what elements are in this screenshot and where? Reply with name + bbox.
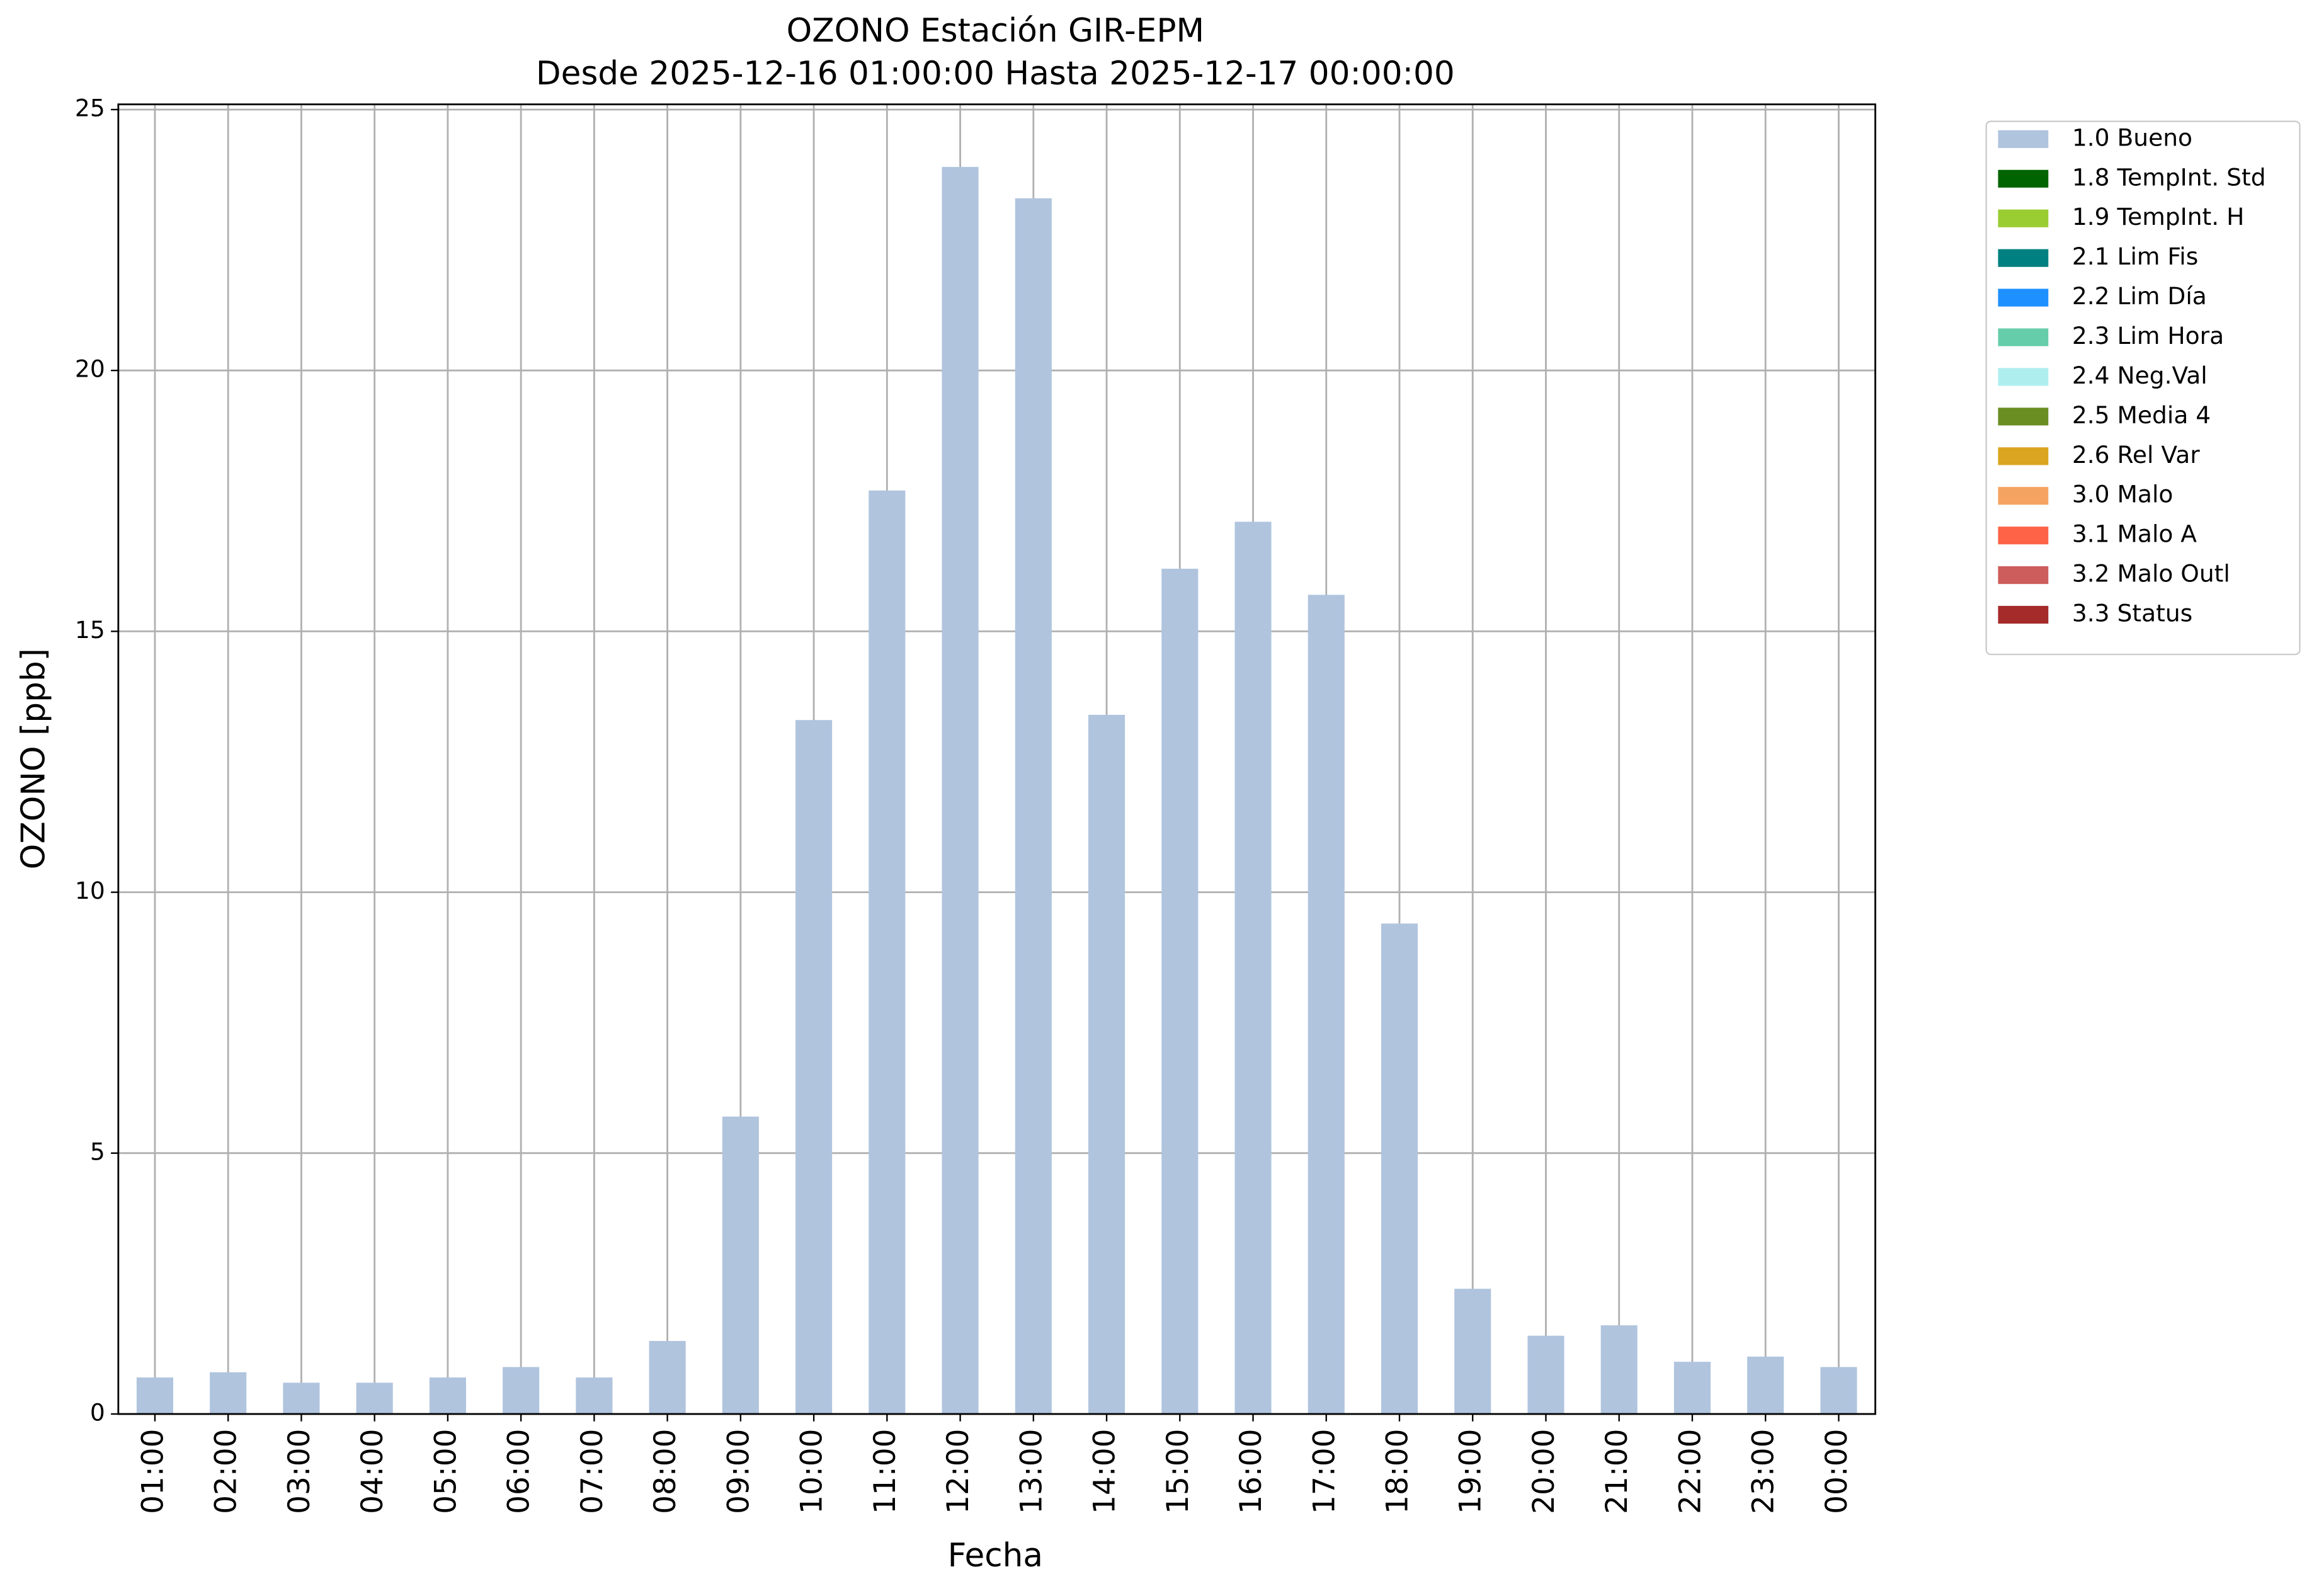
y-tick-label: 5 <box>90 1137 105 1165</box>
plot-frame <box>117 103 1876 1415</box>
legend-swatch <box>1998 328 2049 346</box>
legend-label: 1.8 TempInt. Std <box>2072 163 2266 191</box>
legend-swatch <box>1998 447 2049 465</box>
legend-label: 2.3 Lim Hora <box>2072 322 2224 350</box>
x-tick-label: 05:00 <box>428 1429 463 1514</box>
legend-swatch <box>1998 288 2049 307</box>
y-tick-label: 15 <box>75 616 105 644</box>
x-tick-label: 14:00 <box>1088 1429 1122 1514</box>
x-tick-label: 11:00 <box>868 1429 903 1514</box>
bar <box>1454 1289 1491 1415</box>
x-tick-label: 15:00 <box>1161 1429 1195 1514</box>
legend-label: 1.0 Bueno <box>2072 123 2192 151</box>
bar <box>649 1341 686 1415</box>
x-tick-label: 22:00 <box>1673 1429 1707 1514</box>
x-tick-label: 09:00 <box>721 1429 756 1514</box>
bar <box>1308 595 1345 1415</box>
legend-label: 2.2 Lim Día <box>2072 282 2207 310</box>
bar <box>1820 1367 1857 1415</box>
bar <box>136 1377 174 1415</box>
bar <box>429 1377 466 1415</box>
legend-swatch <box>1998 566 2049 584</box>
legend-swatch <box>1998 209 2049 227</box>
legend-label: 3.1 Malo A <box>2072 520 2197 548</box>
legend-swatch <box>1998 408 2049 426</box>
bar <box>722 1116 759 1415</box>
bar <box>1673 1362 1711 1415</box>
x-tick-label: 10:00 <box>795 1429 829 1514</box>
x-tick-label: 19:00 <box>1454 1429 1488 1514</box>
x-tick-label: 08:00 <box>648 1429 683 1514</box>
x-tick-label: 04:00 <box>355 1429 390 1514</box>
bar <box>795 720 833 1415</box>
bar <box>210 1372 247 1415</box>
x-tick-label: 23:00 <box>1746 1429 1781 1514</box>
legend-swatch <box>1998 487 2049 505</box>
x-tick-label: 07:00 <box>575 1429 610 1514</box>
x-tick-label: 01:00 <box>135 1429 170 1514</box>
y-tick-label: 25 <box>75 94 105 122</box>
y-axis-label: OZONO [ppb] <box>14 648 52 869</box>
x-tick-label: 20:00 <box>1527 1429 1561 1514</box>
legend-swatch <box>1998 527 2049 545</box>
bar <box>1381 923 1418 1415</box>
legend-swatch <box>1998 368 2049 386</box>
legend-label: 2.6 Rel Var <box>2072 441 2200 469</box>
y-tick-label: 10 <box>75 877 105 904</box>
x-tick-label: 16:00 <box>1234 1429 1268 1514</box>
legend-swatch <box>1998 605 2049 624</box>
x-tick-label: 13:00 <box>1014 1429 1049 1514</box>
x-tick-label: 18:00 <box>1380 1429 1415 1514</box>
x-tick-label: 03:00 <box>282 1429 317 1514</box>
bar <box>942 167 979 1415</box>
bar <box>1747 1356 1784 1415</box>
bar <box>576 1377 613 1415</box>
x-tick-label: 12:00 <box>941 1429 976 1514</box>
x-tick-label: 00:00 <box>1820 1429 1854 1514</box>
bar <box>503 1367 540 1415</box>
bar <box>283 1382 320 1415</box>
x-tick-label: 06:00 <box>502 1429 537 1514</box>
bars <box>136 167 1857 1415</box>
y-tick-label: 0 <box>90 1399 105 1427</box>
x-tick-label: 02:00 <box>209 1429 244 1514</box>
bar <box>356 1382 393 1415</box>
bar <box>869 490 906 1415</box>
legend-box <box>1985 120 2301 656</box>
bar <box>1234 522 1272 1415</box>
x-tick-label: 17:00 <box>1307 1429 1342 1514</box>
bar <box>1015 198 1052 1415</box>
x-axis-label: Fecha <box>948 1537 1043 1575</box>
legend-swatch <box>1998 249 2049 267</box>
bar <box>1161 568 1199 1415</box>
legend-label: 2.4 Neg.Val <box>2072 362 2208 389</box>
grid <box>118 104 1876 1415</box>
legend-swatch <box>1998 130 2049 148</box>
legend-label: 3.0 Malo <box>2072 481 2174 508</box>
legend-label: 3.3 Status <box>2072 600 2192 627</box>
chart-subtitle: Desde 2025-12-16 01:00:00 Hasta 2025-12-… <box>536 55 1455 93</box>
bar <box>1088 714 1125 1415</box>
legend-label: 3.2 Malo Outl <box>2072 560 2230 588</box>
bar <box>1600 1325 1638 1415</box>
legend-label: 1.9 TempInt. H <box>2072 203 2245 231</box>
x-tick-label: 21:00 <box>1600 1429 1634 1514</box>
legend-label: 2.1 Lim Fis <box>2072 242 2198 270</box>
bar <box>1527 1335 1564 1415</box>
y-tick-label: 20 <box>75 355 105 383</box>
legend-swatch <box>1998 169 2049 188</box>
chart-title: OZONO Estación GIR-EPM <box>787 12 1204 50</box>
legend-label: 2.5 Media 4 <box>2072 401 2211 429</box>
